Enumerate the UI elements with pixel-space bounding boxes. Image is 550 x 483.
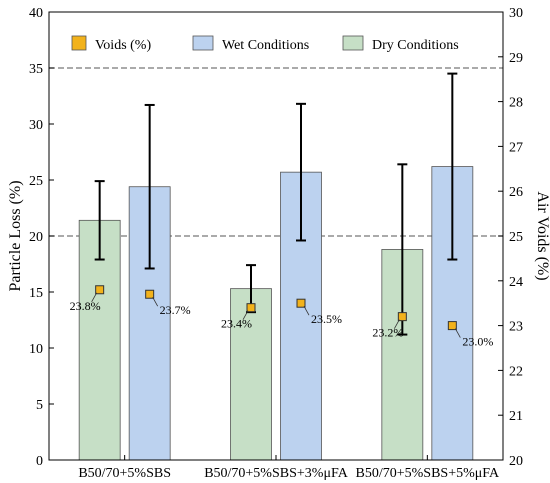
y-tick-label: 20 bbox=[29, 230, 43, 245]
legend: Voids (%) Wet Conditions Dry Conditions bbox=[71, 35, 459, 53]
void-marker bbox=[397, 312, 407, 322]
y-tick-label: 5 bbox=[36, 398, 43, 413]
void-leader bbox=[91, 292, 98, 302]
dry-bar bbox=[230, 288, 272, 461]
void-marker bbox=[296, 298, 306, 308]
y2-tick-label: 26 bbox=[509, 185, 523, 200]
void-marker bbox=[95, 285, 105, 295]
y2-tick-label: 28 bbox=[509, 96, 523, 111]
y-tick-label: 30 bbox=[29, 118, 43, 133]
y-tick-label: 15 bbox=[29, 286, 43, 301]
void-leader bbox=[152, 297, 159, 307]
y-axis-title: Particle Loss (%) bbox=[7, 180, 24, 291]
y-tick-label: 40 bbox=[29, 6, 43, 21]
y2-tick-label: 25 bbox=[509, 230, 523, 245]
y-tick-label: 35 bbox=[29, 62, 43, 77]
x-tick-label: B50/70+5%SBS+5%μFA bbox=[356, 466, 501, 481]
x-tick-label: B50/70+5%SBS+3%μFA bbox=[204, 466, 349, 481]
y2-tick-label: 24 bbox=[509, 275, 523, 290]
void-leader bbox=[393, 319, 400, 329]
legend-voids-label: Voids (%) bbox=[95, 38, 151, 53]
void-label: 23.4% bbox=[221, 317, 252, 331]
y2-tick-label: 20 bbox=[509, 454, 523, 469]
legend-dry-swatch bbox=[342, 35, 364, 51]
void-marker bbox=[246, 303, 256, 313]
void-label: 23.8% bbox=[70, 299, 101, 313]
void-marker bbox=[145, 289, 155, 299]
y2-tick-label: 22 bbox=[509, 364, 523, 379]
y-tick-label: 0 bbox=[36, 454, 43, 469]
void-marker bbox=[447, 321, 457, 331]
void-label: 23.0% bbox=[462, 335, 493, 349]
void-label: 23.2% bbox=[372, 326, 403, 340]
legend-wet-label: Wet Conditions bbox=[222, 38, 309, 53]
y2-tick-label: 29 bbox=[509, 51, 523, 66]
x-tick-label: B50/70+5%SBS bbox=[78, 466, 171, 481]
y-tick-label: 10 bbox=[29, 342, 43, 357]
void-label: 23.5% bbox=[311, 312, 342, 326]
legend-dry-label: Dry Conditions bbox=[372, 38, 459, 53]
void-leader bbox=[242, 310, 249, 320]
y2-tick-label: 30 bbox=[509, 6, 523, 21]
y-tick-label: 25 bbox=[29, 174, 43, 189]
legend-voids-swatch bbox=[71, 35, 87, 51]
y2-axis-title: Air Voids (%) bbox=[534, 191, 550, 280]
legend-wet-swatch bbox=[192, 35, 214, 51]
void-label: 23.7% bbox=[160, 303, 191, 317]
y2-tick-label: 21 bbox=[509, 409, 523, 424]
y2-tick-label: 23 bbox=[509, 320, 523, 335]
void-leader bbox=[454, 328, 461, 338]
void-leader bbox=[303, 306, 310, 316]
y2-tick-label: 27 bbox=[509, 140, 523, 155]
